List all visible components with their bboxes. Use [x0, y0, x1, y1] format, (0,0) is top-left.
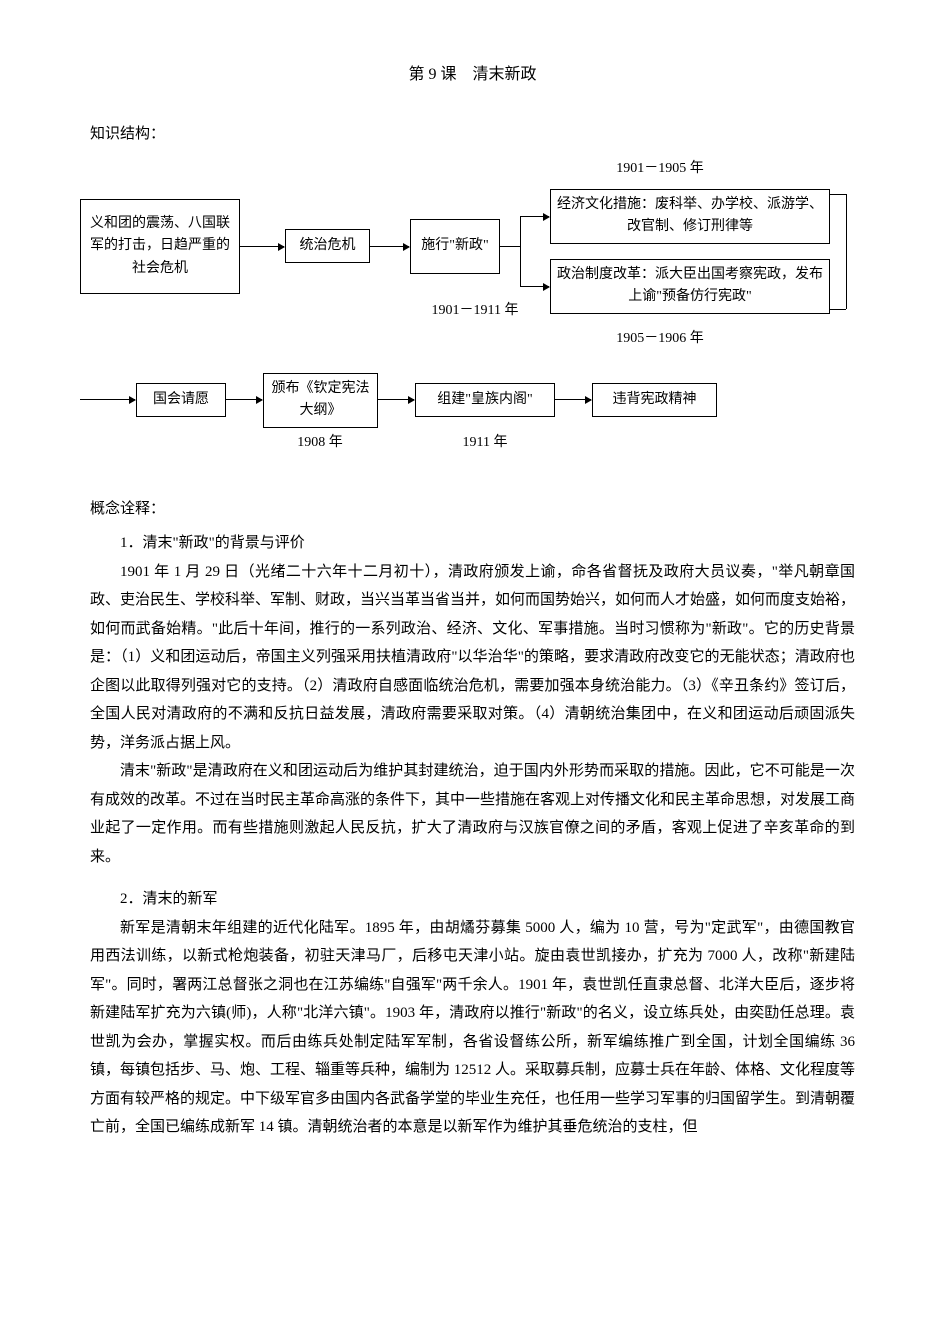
d2-arrow-1: [226, 399, 262, 400]
right-bracket-top: [830, 194, 846, 195]
structure-label: 知识结构：: [90, 120, 855, 149]
right-bracket-v: [846, 194, 847, 309]
arrow-branch-stem: [500, 246, 520, 247]
node-cause: 义和团的震荡、八国联军的打击，日趋严重的社会危机: [80, 199, 240, 294]
d2-caption-1: 1908 年: [280, 433, 360, 453]
heading-1: 1．清末"新政"的背景与评价: [90, 529, 855, 558]
d2-arrow-2: [378, 399, 414, 400]
d2-arrow-3: [555, 399, 591, 400]
d2-node-1: 国会请愿: [136, 383, 226, 417]
arrow-1: [240, 246, 284, 247]
caption-years-mid: 1901－1911 年: [410, 301, 540, 321]
para-3: 新军是清朝末年组建的近代化陆军。1895 年，由胡燏芬募集 5000 人，编为 …: [90, 914, 855, 1142]
node-xinzheng: 施行"新政": [410, 219, 500, 274]
d2-node-3: 组建"皇族内阁": [415, 383, 555, 417]
caption-years-bot: 1905－1906 年: [590, 329, 730, 349]
heading-2: 2．清末的新军: [90, 885, 855, 914]
node-crisis: 统治危机: [285, 229, 370, 263]
node-econ-culture: 经济文化措施：废科举、办学校、派游学、改官制、修订刑律等: [550, 189, 830, 244]
para-1: 1901 年 1 月 29 日（光绪二十六年十二月初十），清政府颁发上谕，命各省…: [90, 558, 855, 758]
branch-v: [520, 216, 521, 286]
d2-node-2: 颁布《钦定宪法大纲》: [263, 373, 378, 428]
para-2: 清末"新政"是清政府在义和团运动后为维护其封建统治，迫于国内外形势而采取的措施。…: [90, 757, 855, 871]
arrow-3b: [520, 286, 549, 287]
node-political: 政治制度改革：派大臣出国考察宪政，发布上谕"预备仿行宪政": [550, 259, 830, 314]
d2-arrow-in: [80, 399, 135, 400]
arrow-2: [370, 246, 409, 247]
caption-years-top: 1901－1905 年: [590, 159, 730, 179]
page-title: 第 9 课 清末新政: [90, 60, 855, 90]
right-bracket-bot: [830, 309, 846, 310]
arrow-3a: [520, 216, 549, 217]
d2-node-4: 违背宪政精神: [592, 383, 717, 417]
concept-label: 概念诠释：: [90, 495, 855, 524]
d2-caption-2: 1911 年: [445, 433, 525, 453]
knowledge-structure-diagram-2: 国会请愿 颁布《钦定宪法大纲》 组建"皇族内阁" 违背宪政精神 1908 年 1…: [90, 369, 855, 469]
knowledge-structure-diagram-1: 1901－1905 年 1901－1911 年 1905－1906 年 义和团的…: [90, 159, 855, 359]
